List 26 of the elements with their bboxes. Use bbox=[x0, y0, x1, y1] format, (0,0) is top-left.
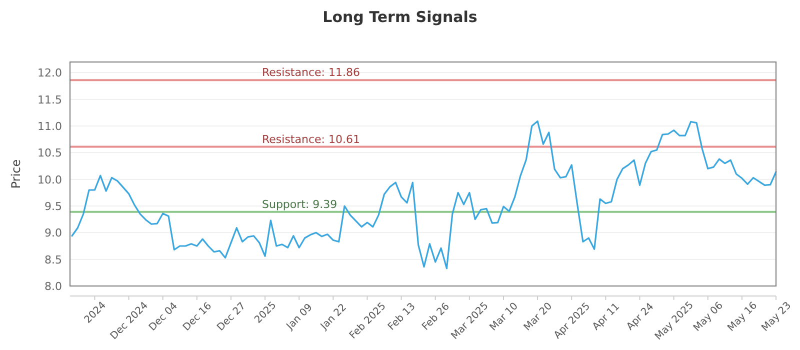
x-tick-label: Feb 26 bbox=[420, 301, 452, 333]
ref-line-label: Support: 9.39 bbox=[262, 198, 338, 211]
x-tick-label: Apr 24 bbox=[624, 301, 656, 333]
y-tick-label: 8.5 bbox=[44, 253, 62, 266]
x-tick-label: Mar 10 bbox=[488, 300, 520, 334]
x-tick-label: Apr 11 bbox=[590, 301, 622, 333]
x-tick-label: Jan 09 bbox=[284, 302, 315, 333]
x-tick-label: Dec 04 bbox=[147, 300, 180, 334]
chart-title: Long Term Signals bbox=[322, 8, 478, 26]
y-tick-label: 11.5 bbox=[38, 93, 62, 106]
y-tick-label: 8.0 bbox=[44, 280, 62, 293]
x-tick-label: Dec 27 bbox=[215, 300, 248, 334]
x-tick-label: Mar 20 bbox=[522, 300, 554, 334]
y-tick-label: 11.0 bbox=[38, 120, 62, 133]
y-tick-label: 10.5 bbox=[38, 146, 62, 160]
x-tick-label: Feb 13 bbox=[386, 301, 418, 333]
ref-line-label: Resistance: 10.61 bbox=[262, 132, 360, 146]
y-axis-title: Price bbox=[9, 159, 23, 189]
ref-line-label: Resistance: 11.86 bbox=[262, 66, 360, 80]
y-tick-label: 10.0 bbox=[38, 173, 62, 186]
y-tick-label: 9.0 bbox=[44, 226, 62, 240]
y-tick-label: 9.5 bbox=[44, 200, 62, 213]
line-series bbox=[71, 120, 777, 270]
y-tick-label: 12.0 bbox=[38, 66, 62, 80]
x-tick-label: Dec 16 bbox=[181, 300, 214, 334]
x-tick-label: Jan 22 bbox=[318, 302, 349, 333]
